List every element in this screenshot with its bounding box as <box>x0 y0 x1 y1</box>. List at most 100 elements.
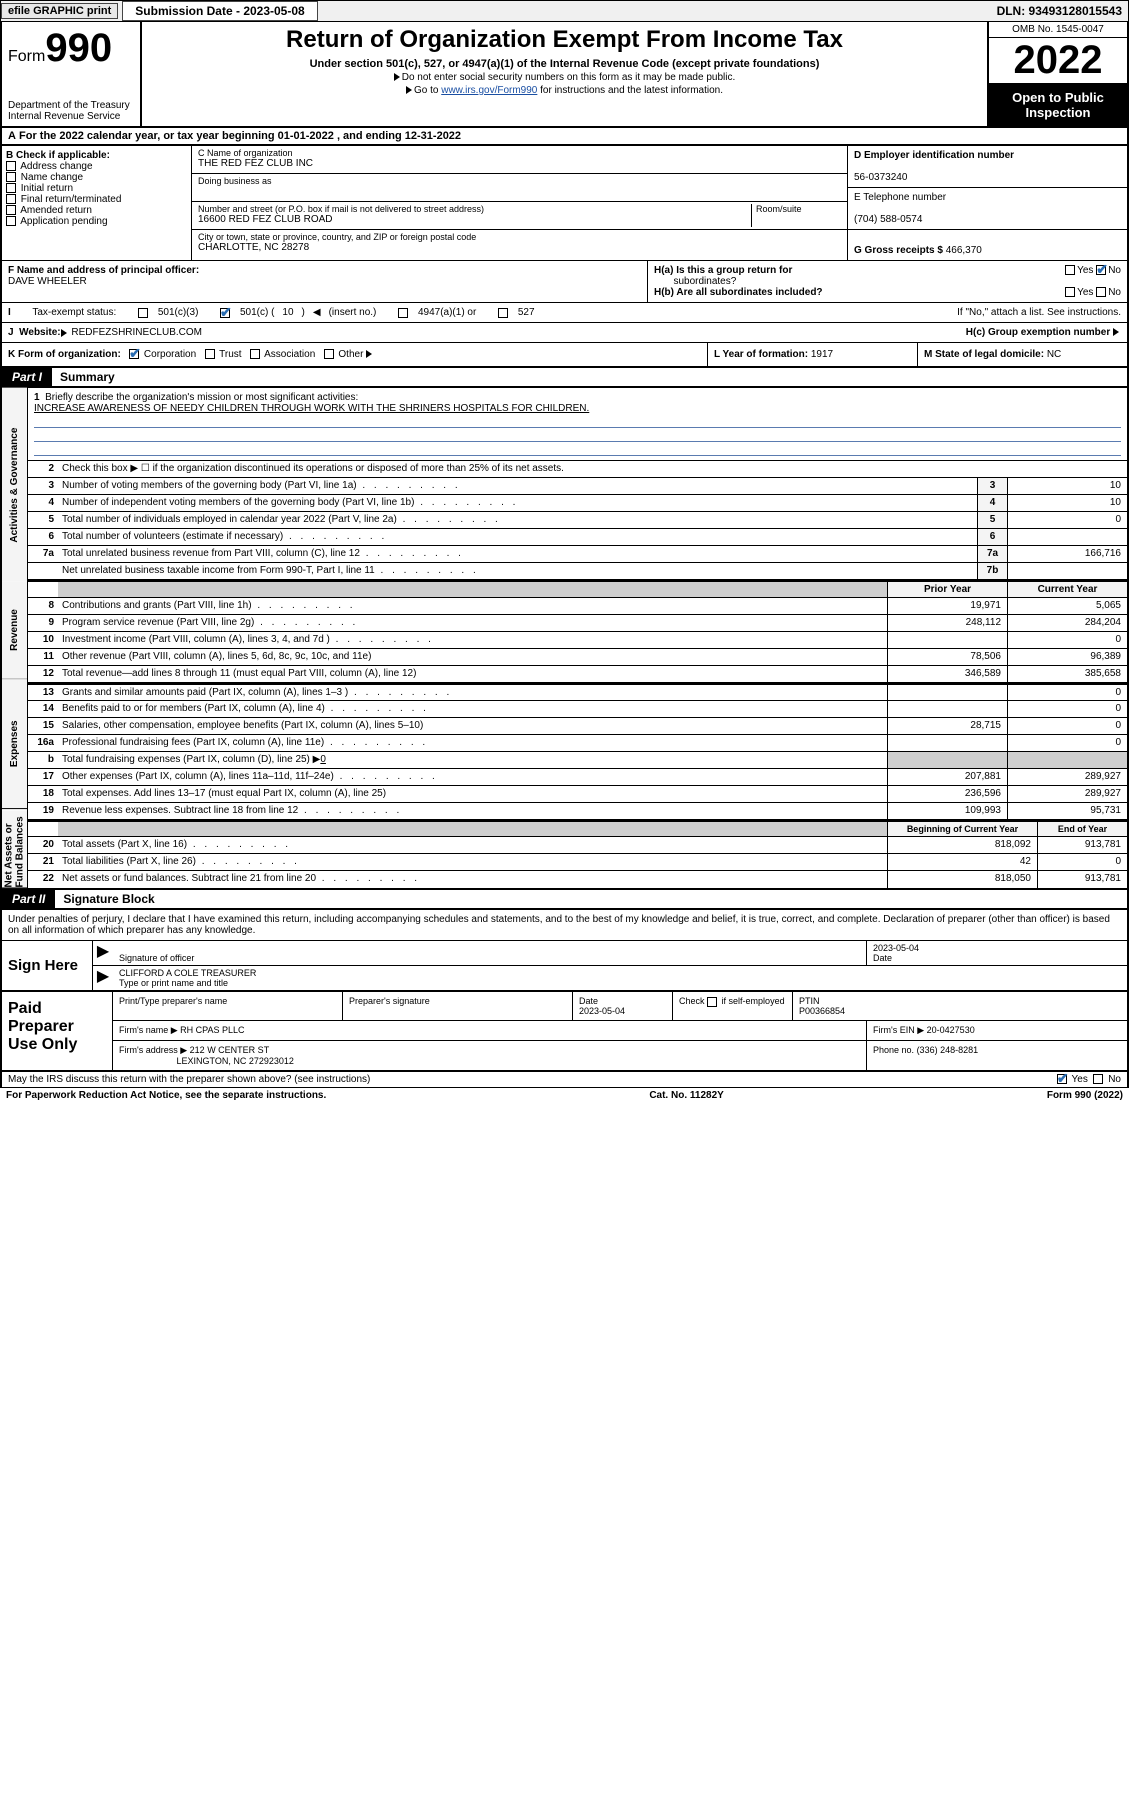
ptin-value: P00366854 <box>799 1006 845 1016</box>
checkbox-corp[interactable] <box>129 349 139 359</box>
checkbox-hb-no[interactable] <box>1096 287 1106 297</box>
year-formation-label: L Year of formation: <box>714 349 808 360</box>
open-to-public: Open to Public Inspection <box>989 84 1127 126</box>
checkbox-final-return[interactable] <box>6 194 16 204</box>
line17-py: 207,881 <box>887 769 1007 785</box>
checkbox-4947[interactable] <box>398 308 408 318</box>
checkbox-name-change[interactable] <box>6 172 16 182</box>
line1-mission: INCREASE AWARENESS OF NEEDY CHILDREN THR… <box>34 403 1121 414</box>
website-label: Website: <box>19 327 61 338</box>
line11-py: 78,506 <box>887 649 1007 665</box>
checkbox-discuss-yes[interactable] <box>1057 1074 1067 1084</box>
sign-here-label: Sign Here <box>2 941 92 990</box>
label-initial-return: Initial return <box>21 183 73 194</box>
line15: Salaries, other compensation, employee b… <box>58 718 887 734</box>
arrow-icon: ▶ <box>93 941 113 965</box>
yes-label: Yes <box>1077 265 1093 276</box>
checkbox-501c[interactable] <box>220 308 230 318</box>
irs-link[interactable]: www.irs.gov/Form990 <box>441 85 537 96</box>
vtab-netassets: Net Assets or Fund Balances <box>2 810 27 888</box>
label-amended: Amended return <box>20 205 92 216</box>
sig-name: CLIFFORD A COLE TREASURER <box>119 968 256 978</box>
sign-here-block: Sign Here ▶ Signature of officer 2023-05… <box>0 940 1129 992</box>
checkbox-ha-yes[interactable] <box>1065 265 1075 275</box>
line18-py: 236,596 <box>887 786 1007 802</box>
current-year-hdr: Current Year <box>1007 582 1127 597</box>
checkbox-ha-no[interactable] <box>1096 265 1106 275</box>
checkbox-other[interactable] <box>324 349 334 359</box>
cat-no: Cat. No. 11282Y <box>649 1090 723 1101</box>
checkbox-hb-yes[interactable] <box>1065 287 1075 297</box>
line5: Total number of individuals employed in … <box>58 512 977 528</box>
checkbox-trust[interactable] <box>205 349 215 359</box>
goto-text-post: for instructions and the latest informat… <box>537 85 723 96</box>
pra-notice: For Paperwork Reduction Act Notice, see … <box>6 1090 326 1101</box>
line16b-val: 0 <box>320 754 326 765</box>
line22-cy: 913,781 <box>1037 871 1127 888</box>
label-final-return: Final return/terminated <box>21 194 122 205</box>
line7b-val <box>1007 563 1127 579</box>
row-a-tax-year: A For the 2022 calendar year, or tax yea… <box>0 128 1129 146</box>
arrow-icon: ▶ <box>93 966 113 990</box>
line10-cy: 0 <box>1007 632 1127 648</box>
ha-label2: subordinates? <box>673 276 736 287</box>
checkbox-amended[interactable] <box>6 205 16 215</box>
line10: Investment income (Part VIII, column (A)… <box>58 632 887 648</box>
line18: Total expenses. Add lines 13–17 (must eq… <box>58 786 887 802</box>
checkbox-discuss-no[interactable] <box>1093 1074 1103 1084</box>
hb-note: If "No," attach a list. See instructions… <box>957 307 1121 318</box>
line6-val <box>1007 529 1127 545</box>
sig-officer-label: Signature of officer <box>119 953 194 963</box>
line16a: Professional fundraising fees (Part IX, … <box>58 735 887 751</box>
line8-cy: 5,065 <box>1007 598 1127 614</box>
address: 16600 RED FEZ CLUB ROAD <box>198 214 751 225</box>
yes-label: Yes <box>1077 287 1093 298</box>
line8-py: 19,971 <box>887 598 1007 614</box>
checkbox-assoc[interactable] <box>250 349 260 359</box>
part2-header: Part II Signature Block <box>0 890 1129 910</box>
checkbox-initial-return[interactable] <box>6 183 16 193</box>
checkbox-app-pending[interactable] <box>6 216 16 226</box>
eoy-hdr: End of Year <box>1037 822 1127 836</box>
line17-cy: 289,927 <box>1007 769 1127 785</box>
line20: Total assets (Part X, line 16) <box>58 837 887 853</box>
line14-cy: 0 <box>1007 701 1127 717</box>
summary-table: Activities & Governance Revenue Expenses… <box>0 388 1129 890</box>
self-emp-label: if self-employed <box>722 996 785 1006</box>
line19-py: 109,993 <box>887 803 1007 819</box>
line7b: Net unrelated business taxable income fr… <box>58 563 977 579</box>
no-label: No <box>1108 265 1121 276</box>
goto-text: Go to <box>414 85 441 96</box>
vtab-governance: Activities & Governance <box>2 388 27 582</box>
line16b: Total fundraising expenses (Part IX, col… <box>62 754 320 765</box>
opt-trust: Trust <box>219 349 241 360</box>
org-name: THE RED FEZ CLUB INC <box>198 158 841 169</box>
preparer-sig-hdr: Preparer's signature <box>343 992 573 1020</box>
line7a: Total unrelated business revenue from Pa… <box>58 546 977 562</box>
checkbox-self-employed[interactable] <box>707 997 717 1007</box>
line21-cy: 0 <box>1037 854 1127 870</box>
preparer-name-hdr: Print/Type preparer's name <box>113 992 343 1020</box>
efile-print-button[interactable]: efile GRAPHIC print <box>1 3 118 19</box>
checkbox-527[interactable] <box>498 308 508 318</box>
part1-header: Part I Summary <box>0 368 1129 388</box>
line18-cy: 289,927 <box>1007 786 1127 802</box>
arrow-icon <box>1113 328 1119 336</box>
no-label: No <box>1108 287 1121 298</box>
line11-cy: 96,389 <box>1007 649 1127 665</box>
discuss-label: May the IRS discuss this return with the… <box>8 1074 370 1085</box>
prior-year-hdr: Prior Year <box>887 582 1007 597</box>
line3: Number of voting members of the governin… <box>58 478 977 494</box>
label-address-change: Address change <box>20 161 92 172</box>
opt-527: 527 <box>518 307 535 318</box>
line10-py <box>887 632 1007 648</box>
checkbox-address-change[interactable] <box>6 161 16 171</box>
line16a-py <box>887 735 1007 751</box>
city-state-zip: CHARLOTTE, NC 28278 <box>198 242 841 253</box>
checkbox-501c3[interactable] <box>138 308 148 318</box>
section-fh: F Name and address of principal officer:… <box>0 261 1129 303</box>
bcy-hdr: Beginning of Current Year <box>887 822 1037 836</box>
line21-py: 42 <box>887 854 1037 870</box>
line11: Other revenue (Part VIII, column (A), li… <box>58 649 887 665</box>
hc-label: H(c) Group exemption number <box>966 327 1110 338</box>
